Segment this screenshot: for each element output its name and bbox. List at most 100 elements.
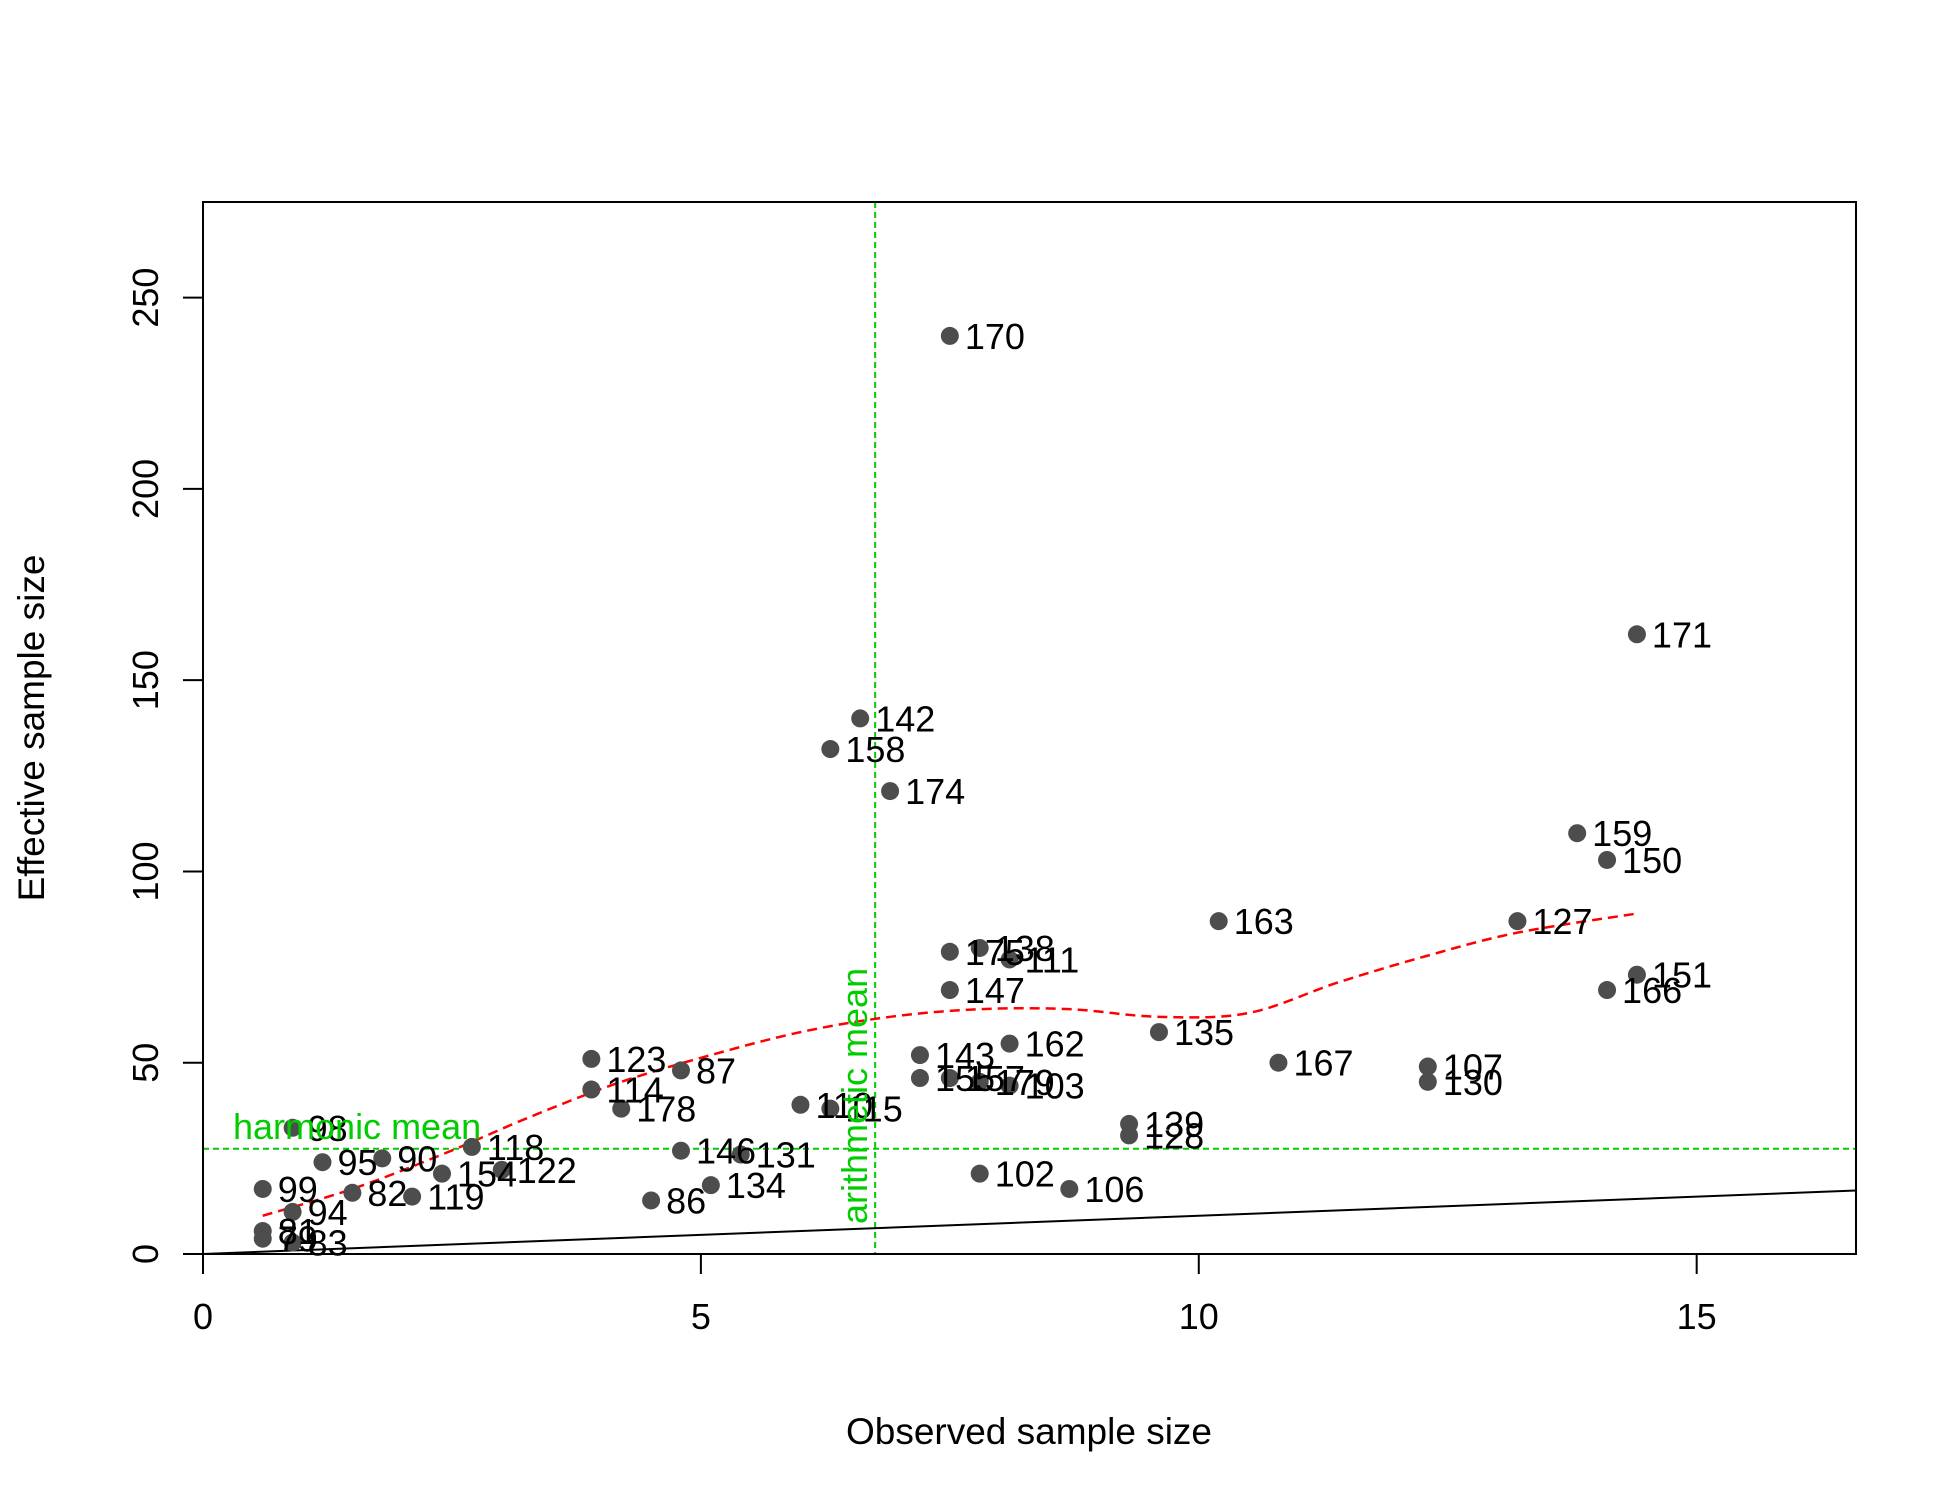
data-point — [940, 326, 959, 345]
data-point — [881, 782, 900, 801]
data-point — [253, 1229, 272, 1248]
point-label: 102 — [995, 1154, 1055, 1195]
data-point — [1598, 850, 1617, 869]
data-point — [970, 1164, 989, 1183]
point-label: 110 — [815, 1085, 872, 1126]
data-point — [462, 1137, 481, 1156]
point-label: 123 — [606, 1039, 666, 1080]
x-tick-label: 15 — [1677, 1296, 1717, 1337]
data-point — [283, 1118, 302, 1137]
data-point — [701, 1176, 720, 1195]
point-label: 157 — [965, 1058, 1025, 1099]
point-label: 99 — [278, 1169, 318, 1210]
point-label: 127 — [1532, 901, 1592, 942]
data-point — [283, 1202, 302, 1221]
smooth-curve — [262, 912, 1638, 1217]
point-label: 106 — [1084, 1169, 1144, 1210]
data-point — [1269, 1053, 1288, 1072]
y-tick-label: 50 — [125, 1043, 166, 1083]
y-tick-label: 150 — [125, 650, 166, 710]
point-label: 82 — [367, 1173, 407, 1214]
identity-line-group — [202, 1189, 1857, 1255]
data-point — [1627, 965, 1646, 984]
data-point — [940, 981, 959, 1000]
point-label: 122 — [517, 1150, 577, 1191]
point-label: 174 — [905, 771, 965, 812]
point-label: 130 — [1443, 1062, 1503, 1103]
point-label: 98 — [308, 1108, 348, 1149]
data-point — [373, 1149, 392, 1168]
point-label: 131 — [756, 1135, 816, 1176]
data-point — [1598, 981, 1617, 1000]
x-axis-title: Observed sample size — [846, 1411, 1212, 1452]
point-label: 158 — [845, 729, 905, 770]
point-label: 151 — [1652, 955, 1712, 996]
data-point — [283, 1233, 302, 1252]
arithmetic-mean-label: arithmetic mean — [834, 968, 875, 1224]
data-point — [970, 1072, 989, 1091]
point-label: 147 — [965, 970, 1025, 1011]
data-point — [1418, 1072, 1437, 1091]
point-label: 162 — [1025, 1024, 1085, 1065]
point-label: 90 — [397, 1138, 437, 1179]
point-label: 154 — [457, 1154, 517, 1195]
x-tick-label: 10 — [1179, 1296, 1219, 1337]
points-group — [253, 326, 1646, 1252]
data-point — [582, 1080, 601, 1099]
point-label: 143 — [935, 1035, 995, 1076]
data-point — [1000, 950, 1019, 969]
data-point — [403, 1187, 422, 1206]
data-point — [910, 1069, 929, 1088]
data-point — [940, 942, 959, 961]
data-point — [910, 1046, 929, 1065]
data-point — [1060, 1179, 1079, 1198]
point-label: 103 — [1025, 1066, 1085, 1107]
point-label: 79 — [278, 1219, 318, 1260]
point-label: 134 — [726, 1165, 786, 1206]
data-point — [432, 1164, 451, 1183]
x-tick-label: 5 — [691, 1296, 711, 1337]
data-point — [821, 1099, 840, 1118]
data-point — [940, 1069, 959, 1088]
data-point — [612, 1099, 631, 1118]
data-point — [671, 1141, 690, 1160]
data-point — [492, 1160, 511, 1179]
point-label: 135 — [1174, 1012, 1234, 1053]
point-label: 86 — [666, 1180, 706, 1221]
harmonic-mean-label: harmonic mean — [233, 1106, 481, 1147]
data-point — [1418, 1057, 1437, 1076]
point-label: 87 — [696, 1050, 736, 1091]
data-point — [821, 740, 840, 759]
point-label: 163 — [1234, 901, 1294, 942]
y-tick-label: 0 — [125, 1244, 166, 1264]
data-point — [731, 1145, 750, 1164]
point-label: 155 — [935, 1058, 995, 1099]
y-tick-label: 100 — [125, 841, 166, 901]
point-label: 166 — [1622, 970, 1682, 1011]
point-label: 114 — [606, 1070, 663, 1111]
point-label: 119 — [427, 1177, 484, 1218]
point-label: 150 — [1622, 840, 1682, 881]
x-axis: 0 5 10 15 — [193, 1253, 1717, 1337]
point-label: 142 — [875, 698, 935, 739]
point-label: 81 — [278, 1211, 318, 1252]
data-point — [253, 1179, 272, 1198]
point-label: 128 — [1144, 1115, 1204, 1156]
x-tick-label: 0 — [193, 1296, 213, 1337]
y-axis: 0 50 100 150 200 250 — [125, 268, 204, 1264]
point-label: 94 — [308, 1192, 348, 1233]
y-axis-title: Effective sample size — [11, 555, 52, 902]
point-label: 95 — [337, 1142, 377, 1183]
point-label: 111 — [1025, 939, 1080, 980]
point-label: 171 — [1652, 614, 1712, 655]
smooth-curve-group — [262, 912, 1638, 1217]
y-tick-label: 250 — [125, 268, 166, 328]
data-point — [313, 1153, 332, 1172]
data-point — [642, 1191, 661, 1210]
data-point — [671, 1061, 690, 1080]
data-point — [343, 1183, 362, 1202]
y-tick-label: 200 — [125, 459, 166, 519]
data-point — [970, 938, 989, 957]
